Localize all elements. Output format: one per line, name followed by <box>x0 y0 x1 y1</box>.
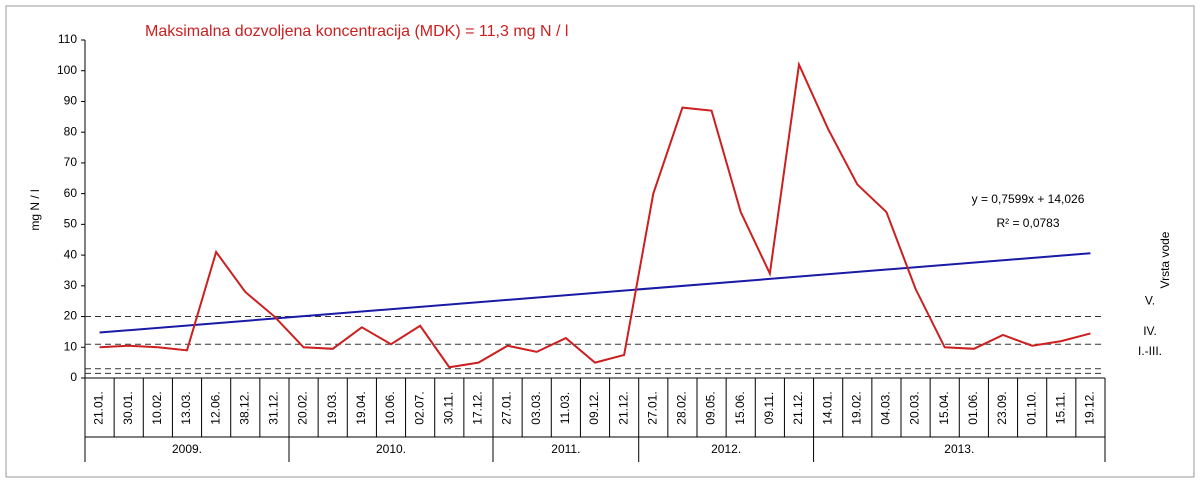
y-axis-label: mg N / l <box>28 189 42 230</box>
x-tick-label: 19.02. <box>849 391 863 424</box>
y-tick-label: 30 <box>64 278 78 292</box>
chart-title: Maksimalna dozvoljena koncentracija (MDK… <box>145 23 568 40</box>
group-label: 2013. <box>944 442 974 456</box>
group-label: 2009. <box>172 442 202 456</box>
data-line <box>99 61 1091 369</box>
right-label: Vrsta vode <box>1158 231 1172 288</box>
x-tick-label: 17.12. <box>471 391 485 424</box>
group-label: 2012. <box>711 442 741 456</box>
x-tick-label: 03.03. <box>529 391 543 424</box>
x-tick-label: 19.04. <box>354 391 368 424</box>
y-tick-label: 20 <box>64 309 78 323</box>
y-tick-label: 70 <box>64 155 78 169</box>
x-tick-label: 15.11. <box>1053 392 1067 424</box>
x-tick-label: 15.04. <box>937 391 951 424</box>
x-tick-label: 28.02. <box>675 391 689 424</box>
x-tick-label: 09.11. <box>762 392 776 424</box>
y-tick-label: 0 <box>70 370 77 384</box>
x-tick-label: 01.06. <box>966 391 980 424</box>
x-tick-label: 09.12. <box>587 391 601 424</box>
y-tick-label: 50 <box>64 217 78 231</box>
x-tick-label: 19.03. <box>325 391 339 424</box>
x-tick-label: 20.02. <box>296 391 310 424</box>
x-tick-label: 27.01. <box>500 391 514 424</box>
x-tick-label: 15.06. <box>733 391 747 424</box>
y-tick-label: 40 <box>64 247 78 261</box>
x-tick-label: 04.03. <box>879 391 893 424</box>
trend-line <box>99 252 1091 334</box>
x-tick-label: 21.12. <box>616 391 630 424</box>
x-tick-label: 09.05. <box>704 391 718 424</box>
x-tick-label: 13.03. <box>179 391 193 424</box>
group-label: 2011. <box>551 442 580 456</box>
x-tick-label: 02.07. <box>412 391 426 424</box>
x-tick-label: 30.11. <box>441 392 455 424</box>
y-tick-label: 90 <box>64 94 78 108</box>
class-label: I.-III. <box>1138 344 1162 358</box>
y-tick-label: 100 <box>57 63 77 77</box>
x-tick-label: 38.12. <box>237 391 251 424</box>
class-label: V. <box>1145 293 1155 307</box>
frame <box>5 5 1195 478</box>
x-tick-label: 10.02. <box>150 391 164 424</box>
x-tick-label: 23.09. <box>995 391 1009 424</box>
trend-equation: y = 0,7599x + 14,026 <box>972 192 1085 206</box>
x-tick-label: 21.01. <box>92 391 106 424</box>
x-tick-label: 30.01. <box>121 391 135 424</box>
x-tick-label: 31.12. <box>267 391 281 424</box>
class-label: IV. <box>1143 324 1157 338</box>
x-tick-label: 21.12. <box>791 391 805 424</box>
x-tick-label: 12.06. <box>208 391 222 424</box>
y-tick-label: 110 <box>58 32 77 46</box>
group-label: 2010. <box>376 442 406 456</box>
x-tick-label: 10.06. <box>383 391 397 424</box>
trend-r2: R² = 0,0783 <box>996 216 1059 230</box>
y-tick-label: 60 <box>64 186 78 200</box>
x-tick-label: 14.01. <box>820 391 834 424</box>
x-tick-label: 20.03. <box>908 391 922 424</box>
y-tick-label: 80 <box>64 124 78 138</box>
x-tick-label: 19.12. <box>1083 391 1097 424</box>
x-tick-label: 27.01. <box>645 391 659 424</box>
x-tick-label: 01.10. <box>1024 391 1038 424</box>
x-tick-label: 11.03. <box>558 392 572 424</box>
y-tick-label: 10 <box>64 339 78 353</box>
